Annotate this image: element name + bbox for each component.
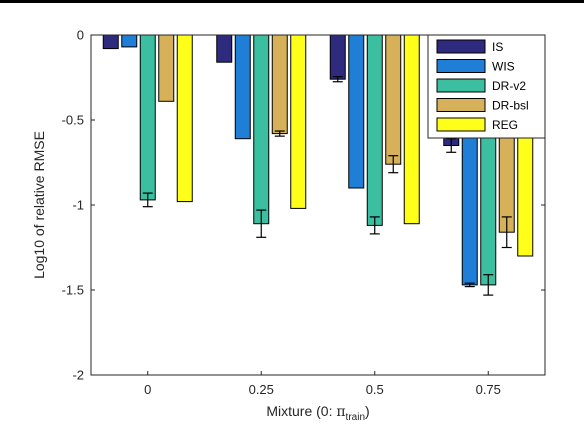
errorbars-group [142,76,512,296]
bar-wis-0.5 [348,34,365,189]
bar-wis-0.25 [234,34,251,140]
legend-swatch-dr-bsl [436,98,486,112]
legend-label-is: IS [492,40,503,54]
bar-dr-v2-0.25 [253,34,270,225]
legend-swatch-dr-v2 [436,78,486,93]
legend-label-dr-bsl: DR-bsl [492,99,529,113]
legend-swatch-reg [436,117,486,132]
bar-dr-bsl-0 [158,34,175,102]
x-axis-label-symbol: π [336,404,345,420]
x-axis-label-text: Mixture (0: [266,403,336,419]
y-tick-label: -1 [72,198,84,213]
errorbar-dr-bsl-0.25 [274,130,285,137]
errorbar-wis-0.75 [464,282,475,288]
errorbar-is-0.75 [446,138,457,153]
y-tick-label: -2 [72,368,84,383]
legend-label-reg: REG [492,118,518,132]
x-tick-label: 0.25 [249,382,274,397]
y-axis-label: Log10 of relative RMSE [31,131,47,279]
y-ticks-group: 0 -0.5 -1 -1.5 -2 [62,28,545,383]
bar-dr-v2-0 [139,34,156,201]
errorbar-dr-v2-0.5 [369,216,380,235]
bar-reg-0 [176,34,193,203]
legend-swatch-is [436,39,486,54]
x-axis-label: Mixture (0: πtrain) [266,403,369,423]
legend-swatch-wis [436,59,486,73]
bar-wis-0 [121,34,138,48]
bar-dr-bsl-0.25 [271,34,288,135]
legend-label-wis: WIS [492,60,515,74]
bar-is-0 [102,34,119,50]
errorbar-dr-bsl-0.5 [388,155,399,174]
x-tick-label: 0 [144,382,151,397]
errorbar-dr-v2-0 [142,192,153,208]
errorbar-dr-v2-0.25 [256,209,267,238]
x-tick-label: 0.5 [366,382,384,397]
legend-label-dr-v2: DR-v2 [492,79,526,93]
errorbar-dr-bsl-0.75 [501,216,512,249]
bar-dr-v2-0.5 [366,34,383,226]
bar-is-0.5 [329,34,346,80]
bar-dr-bsl-0.5 [385,34,402,165]
errorbar-is-0.5 [332,76,343,83]
bar-reg-0.5 [403,34,420,225]
errorbar-dr-v2-0.75 [483,274,494,296]
y-tick-label: -1.5 [62,283,84,298]
x-axis-label-subscript: train [346,412,365,423]
x-axis-label-suffix: ) [365,403,370,419]
bar-is-0.25 [216,34,233,63]
x-ticks-group: 0 0.25 0.5 0.75 [144,371,501,397]
y-tick-label: -0.5 [62,113,84,128]
legend: IS WIS DR-v2 DR-bsl REG [427,34,546,139]
y-tick-label: 0 [77,28,84,43]
x-tick-label: 0.75 [476,382,501,397]
top-border-bar [0,0,584,3]
bar-reg-0.25 [290,34,307,209]
